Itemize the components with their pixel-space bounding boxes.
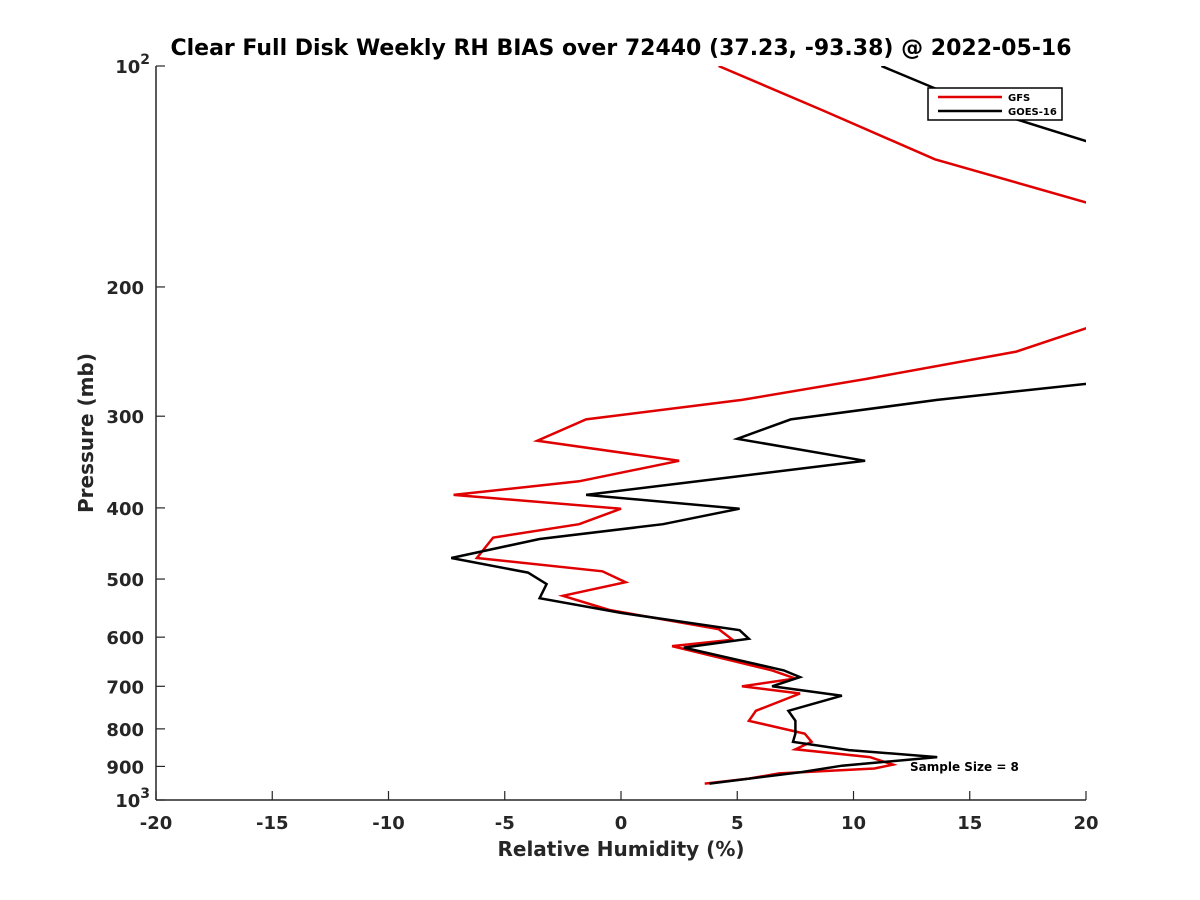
y-axis-label: Pressure (mb)	[74, 353, 98, 513]
x-tick-label: 0	[615, 813, 628, 834]
x-tick-label: -5	[495, 813, 515, 834]
x-tick-label: -20	[140, 813, 173, 834]
chart-title: Clear Full Disk Weekly RH BIAS over 7244…	[170, 36, 1071, 61]
x-tick-label: 15	[957, 813, 982, 834]
axes	[155, 66, 1086, 801]
y-tick-label: 500	[106, 570, 144, 591]
x-tick-label: 5	[731, 813, 744, 834]
x-tick-label: 10	[841, 813, 866, 834]
x-ticks: -20 -15 -10 -5 0 5 10 15 20	[140, 791, 1099, 834]
sample-size-annotation: Sample Size = 8	[910, 760, 1019, 774]
legend-label-goes16: GOES-16	[1008, 107, 1057, 118]
x-tick-label: -15	[256, 813, 289, 834]
y-tick-label: 102	[115, 52, 150, 78]
y-tick-label: 600	[106, 628, 144, 649]
y-tick-label: 900	[106, 757, 144, 778]
legend: GFS GOES-16	[927, 87, 1063, 121]
y-tick-label: 800	[106, 720, 144, 741]
y-tick-label: 103	[115, 786, 150, 812]
series-line-gfs	[453, 66, 1086, 785]
y-tick-label: 700	[106, 677, 144, 698]
legend-box	[927, 87, 1063, 121]
series-line-goes16	[451, 66, 1086, 785]
y-tick-label: 400	[106, 499, 144, 520]
y-tick-label: 300	[106, 407, 144, 428]
x-tick-label: 20	[1073, 813, 1098, 834]
y-tick-label: 200	[106, 278, 144, 299]
x-tick-label: -10	[372, 813, 405, 834]
y-ticks: 102 200 300 400 500 600 700 800 900 103	[106, 52, 165, 812]
x-axis-label: Relative Humidity (%)	[497, 837, 744, 861]
series-layer	[451, 66, 1086, 785]
legend-label-gfs: GFS	[1008, 93, 1030, 104]
